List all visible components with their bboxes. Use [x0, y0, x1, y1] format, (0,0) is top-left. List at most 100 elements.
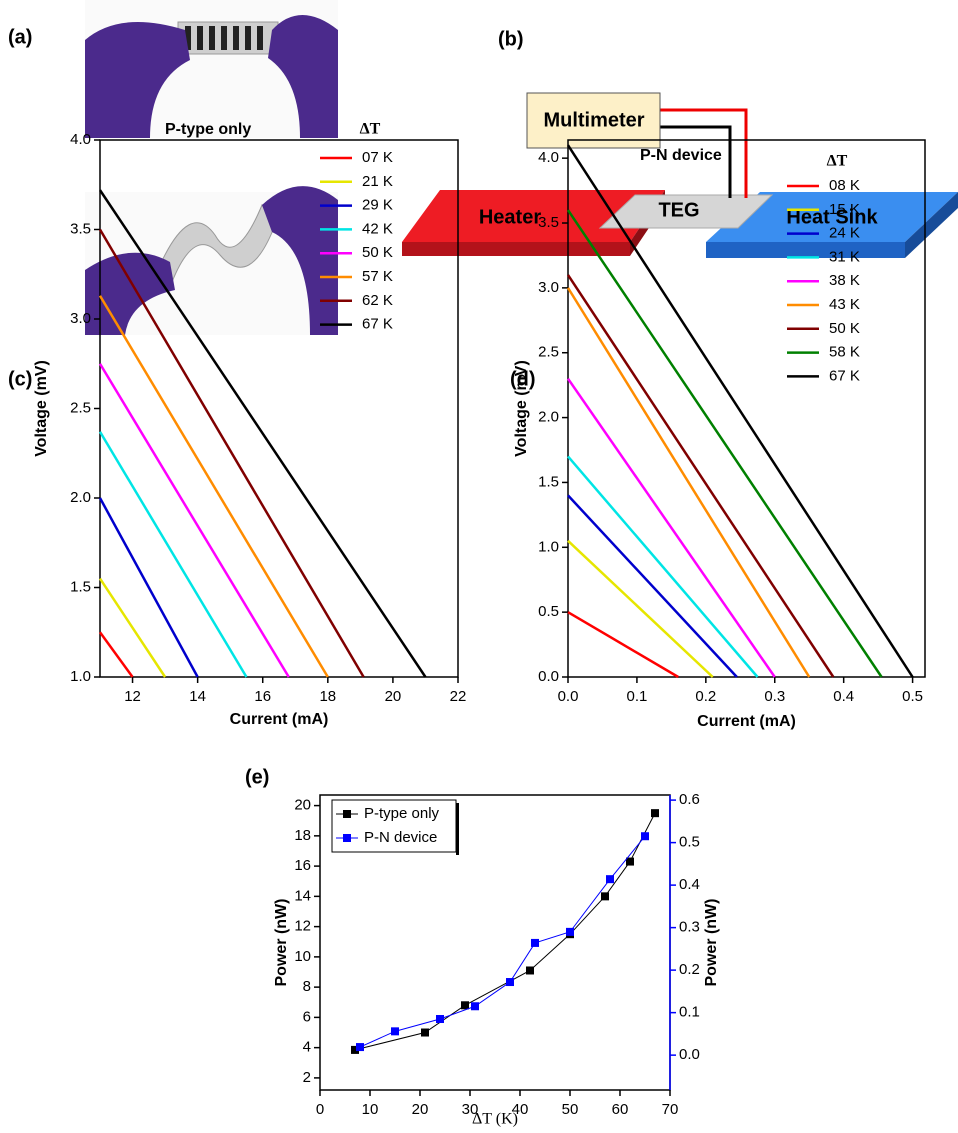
y-tick-label: 3.5 — [538, 214, 559, 231]
x-tick-label: 0.0 — [558, 688, 579, 705]
series-line — [359, 835, 646, 1048]
marker — [526, 966, 534, 975]
wire-black — [660, 125, 732, 198]
y-tick-label: 1.0 — [70, 668, 91, 685]
series-line — [98, 363, 290, 678]
series-line — [566, 377, 776, 678]
y-tick-label: 1.0 — [538, 538, 559, 555]
legend-label: 67 K — [362, 316, 393, 333]
teg — [598, 194, 774, 229]
series-line — [567, 494, 738, 678]
legend-label: 31 K — [829, 248, 860, 265]
y-tick-label: 4 — [303, 1039, 311, 1056]
legend-label: 50 K — [362, 244, 393, 261]
legend-label: 57 K — [362, 268, 393, 285]
x-tick-label: 10 — [362, 1101, 379, 1118]
y-tick-label: 1.5 — [538, 473, 559, 490]
y2-tick-label: 0.4 — [679, 876, 700, 893]
legend-label: 07 K — [362, 149, 393, 166]
legend-label: 42 K — [362, 220, 393, 237]
panel-label: (d) — [510, 368, 536, 390]
legend-label: 43 K — [829, 296, 860, 313]
y2-tick-label: 0.3 — [679, 919, 700, 936]
y-axis-title: Voltage (mV) — [513, 360, 530, 457]
heat-sink-side — [905, 192, 958, 258]
legend-title: ΔT — [827, 153, 848, 170]
x-tick-label: 0.3 — [764, 688, 785, 705]
series-line — [98, 497, 199, 678]
y2-tick-label: 0.6 — [679, 791, 700, 808]
x-tick-label: 0.1 — [626, 688, 647, 705]
y-tick-label: 12 — [294, 918, 311, 935]
panel-label: (a) — [8, 26, 32, 48]
marker — [471, 1002, 479, 1011]
y-tick-label: 2 — [303, 1069, 311, 1086]
annotation: P-type only — [165, 121, 251, 138]
series-line — [354, 812, 656, 1051]
x-tick-label: 0 — [316, 1101, 324, 1118]
series-line — [98, 431, 248, 678]
y-tick-label: 18 — [294, 827, 311, 844]
legend-label: P-type only — [364, 805, 440, 822]
series-line — [567, 539, 714, 678]
teg-legs — [185, 26, 263, 50]
heater — [402, 190, 665, 242]
y2-axis-title: Power (nW) — [703, 899, 720, 987]
x-tick-label: 50 — [562, 1101, 579, 1118]
marker — [461, 1001, 469, 1010]
x-tick-label: 0.2 — [695, 688, 716, 705]
y-tick-label: 3.0 — [70, 310, 91, 327]
panel-label: (b) — [498, 28, 524, 50]
heat-sink-label: Heat Sink — [786, 206, 878, 228]
y2-tick-label: 0.2 — [679, 961, 700, 978]
marker — [626, 857, 634, 866]
legend-shadow — [456, 803, 459, 855]
x-tick-label: 14 — [189, 688, 206, 705]
y-tick-label: 2.0 — [538, 409, 559, 426]
y-tick-label: 1.5 — [70, 578, 91, 595]
teg-label: TEG — [658, 199, 699, 221]
series-line — [98, 189, 427, 678]
legend-label: 38 K — [829, 272, 860, 289]
marker — [421, 1028, 429, 1037]
y-tick-label: 4.0 — [538, 149, 559, 166]
y-tick-label: 2.5 — [70, 399, 91, 416]
y2-tick-label: 0.0 — [679, 1046, 700, 1063]
x-axis-title: Current (mA) — [697, 713, 796, 730]
x-tick-label: 70 — [662, 1101, 679, 1118]
series-line — [566, 274, 835, 678]
wire-red — [660, 108, 748, 198]
series-line — [566, 287, 811, 678]
plot-frame — [567, 139, 926, 678]
x-tick-label: 16 — [254, 688, 271, 705]
x-axis-title: Current (mA) — [230, 711, 329, 728]
x-tick-label: 30 — [462, 1101, 479, 1118]
series-line — [98, 295, 329, 678]
y-tick-label: 8 — [303, 978, 311, 995]
y-tick-label: 2.0 — [70, 489, 91, 506]
multimeter-label: Multimeter — [543, 109, 644, 131]
marker — [351, 1045, 359, 1054]
marker — [566, 927, 574, 936]
marker — [436, 1015, 444, 1024]
legend-marker — [343, 834, 351, 842]
y-tick-label: 16 — [294, 857, 311, 874]
legend-marker — [343, 810, 351, 818]
y-axis-title: Voltage (mV) — [33, 360, 50, 457]
glove — [262, 186, 338, 335]
x-tick-label: 0.5 — [902, 688, 923, 705]
marker — [601, 892, 609, 901]
marker — [651, 809, 659, 818]
legend-label: 29 K — [362, 197, 393, 214]
series-line — [567, 455, 759, 678]
y-tick-label: 0.0 — [538, 668, 559, 685]
legend-label: P-N device — [364, 829, 437, 846]
y-axis-title: Power (nW) — [273, 899, 290, 987]
y2-tick-label: 0.5 — [679, 834, 700, 851]
series-line — [566, 209, 883, 678]
heat-sink-side — [706, 242, 905, 258]
glove — [85, 252, 175, 335]
glove — [268, 15, 338, 138]
marker — [506, 978, 514, 987]
